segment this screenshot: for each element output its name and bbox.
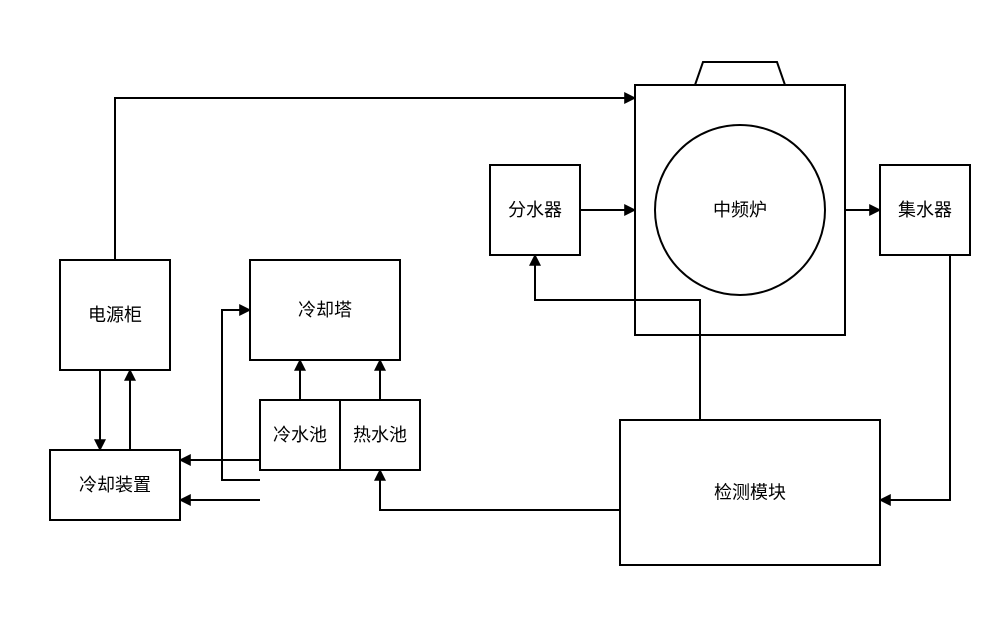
power-node: 电源柜 [60,260,170,370]
collector-label: 集水器 [898,200,952,220]
hotpool-node: 热水池 [340,400,420,470]
power-label: 电源柜 [88,305,142,325]
splitter-label: 分水器 [508,200,562,220]
hotpool-label: 热水池 [353,425,407,445]
coldpool-label: 冷水池 [273,425,327,445]
detect-label: 检测模块 [714,483,786,503]
furnace-node: 中频炉 [635,85,845,335]
cooldev-node: 冷却装置 [50,450,180,520]
tower-node: 冷却塔 [250,260,400,360]
furnace-label: 中频炉 [713,200,767,220]
tower-label: 冷却塔 [298,300,352,320]
coldpool-node: 冷水池 [260,400,340,470]
collector-node: 集水器 [880,165,970,255]
detect-node: 检测模块 [620,420,880,565]
cooldev-label: 冷却装置 [79,475,151,495]
splitter-node: 分水器 [490,165,580,255]
